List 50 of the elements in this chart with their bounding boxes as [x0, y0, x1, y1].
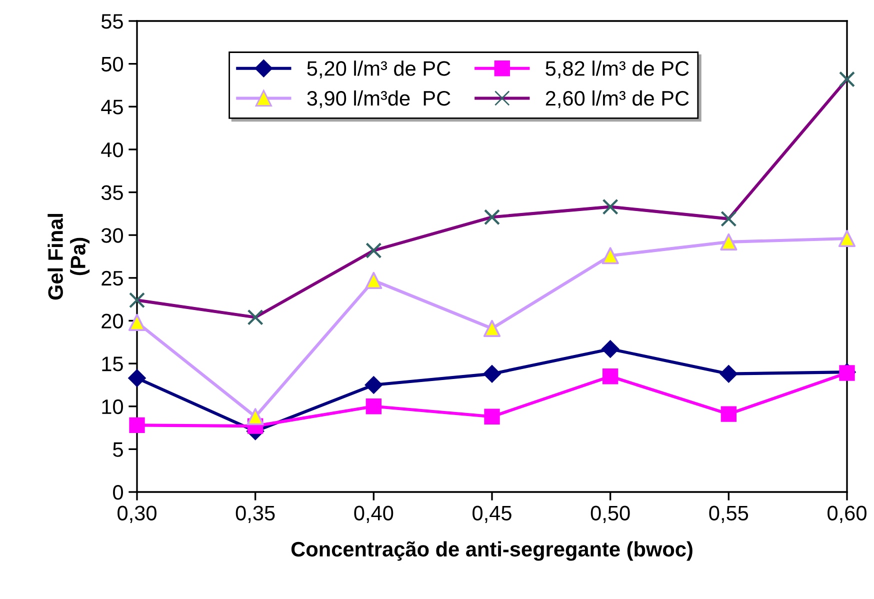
y-axis-title: Gel Final (Pa): [48, 214, 90, 300]
x-tick-label: 0,40: [354, 506, 394, 523]
y-tick-label: 5: [113, 442, 123, 457]
point: [838, 230, 856, 248]
point: [483, 365, 501, 383]
y-tick-label: 40: [101, 142, 123, 158]
point: [484, 209, 500, 226]
point: [484, 408, 500, 424]
point: [246, 408, 264, 426]
x-tick-label: 0,45: [472, 506, 512, 523]
y-tick-label: 30: [101, 228, 123, 243]
y-tick-label: 0: [113, 485, 123, 500]
x-tick-label: 0,60: [828, 506, 866, 523]
y-tick-label: 55: [101, 14, 123, 29]
y-tick-label: 20: [102, 314, 123, 328]
point: [720, 233, 738, 250]
point: [366, 242, 382, 259]
point: [602, 247, 619, 264]
point: [129, 417, 145, 434]
legend-label: 5,82 l/m³ de PC: [546, 60, 689, 78]
y-tick-label: 35: [101, 185, 123, 200]
point: [838, 71, 856, 88]
point: [839, 365, 855, 381]
point: [128, 292, 146, 308]
x-tick-label: 0,30: [118, 506, 156, 523]
legend-label: 3,90 l/m³de PC: [307, 90, 450, 108]
y-tick-label: 10: [102, 399, 123, 414]
point: [720, 365, 738, 383]
point: [366, 398, 382, 414]
point: [128, 369, 146, 387]
point: [720, 210, 737, 227]
x-tick-label: 0,55: [709, 506, 748, 523]
point: [602, 198, 618, 215]
legend-label: 2,60 l/m³ de PC: [546, 90, 689, 108]
point: [602, 368, 618, 384]
legend-label: 5,20 l/m³ de PC: [307, 60, 450, 78]
point: [128, 314, 146, 331]
point: [364, 376, 382, 394]
y-tick-label: 25: [102, 270, 123, 286]
point: [247, 309, 264, 326]
y-tick-label: 45: [101, 100, 123, 114]
point: [483, 320, 501, 337]
x-tick-label: 0,50: [590, 506, 630, 523]
point: [365, 272, 382, 290]
x-tick-label: 0,35: [236, 506, 275, 523]
point: [602, 340, 620, 358]
y-tick-label: 50: [101, 56, 123, 72]
x-axis-title: Concentração de anti-segregante (bwoc): [291, 541, 692, 561]
y-tick-label: 15: [102, 356, 123, 372]
point: [720, 406, 737, 422]
